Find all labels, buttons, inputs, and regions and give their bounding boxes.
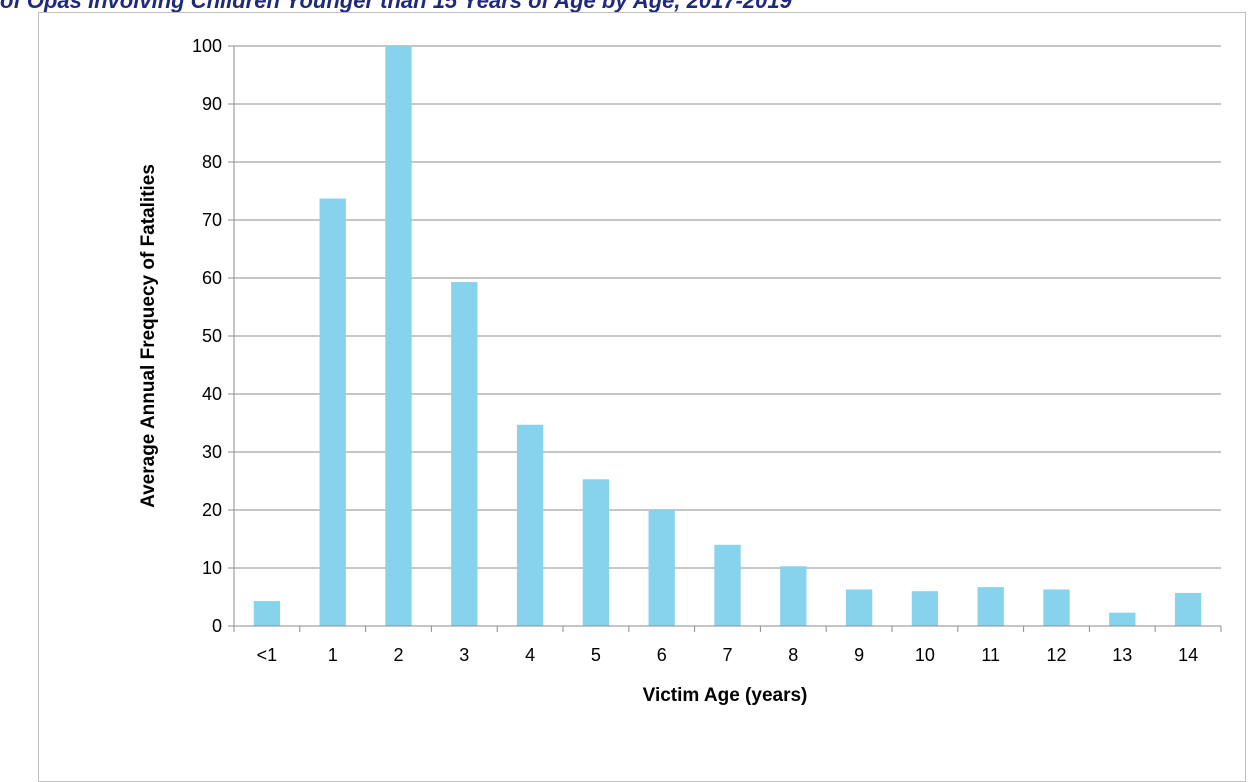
x-tick-label: 5 xyxy=(591,645,601,665)
x-tick-label: 13 xyxy=(1112,645,1132,665)
x-tick-label: 4 xyxy=(525,645,535,665)
x-tick-label: 1 xyxy=(328,645,338,665)
bar-8 xyxy=(780,566,807,626)
x-tick-labels: <1 1 2 3 4 5 6 7 8 9 10 11 12 13 14 xyxy=(257,645,1198,665)
x-tick-label: 10 xyxy=(915,645,935,665)
y-tick-label: 80 xyxy=(202,152,222,172)
x-tick-label: 6 xyxy=(657,645,667,665)
bar-3 xyxy=(451,282,478,626)
x-axis-title: Victim Age (years) xyxy=(643,685,808,706)
y-tick-label: 60 xyxy=(202,268,222,288)
bar-lt1 xyxy=(253,601,281,626)
x-tick-label: 12 xyxy=(1046,645,1066,665)
y-tick-labels: 0 10 20 30 40 50 60 70 80 90 100 xyxy=(192,36,222,636)
y-tick-label: 0 xyxy=(212,616,222,636)
x-tick-label: <1 xyxy=(257,645,278,665)
x-tick-label: 8 xyxy=(788,645,798,665)
x-tick-label: 11 xyxy=(981,645,1000,665)
x-tick-label: 3 xyxy=(459,645,469,665)
y-axis-title: Average Annual Frequecy of Fatalities xyxy=(138,164,159,508)
y-tick-label: 70 xyxy=(202,210,222,230)
bar-10 xyxy=(911,591,939,626)
bar-2 xyxy=(385,46,412,626)
bar-11 xyxy=(977,587,1004,626)
bar-14 xyxy=(1174,592,1202,626)
bar-4 xyxy=(516,424,544,626)
chart-title: of Opas Involving Children Younger than … xyxy=(0,0,792,13)
y-tick-label: 100 xyxy=(192,36,222,56)
axes xyxy=(233,46,1222,632)
gridlines xyxy=(228,45,1221,627)
y-tick-label: 40 xyxy=(202,384,222,404)
bar-9 xyxy=(845,589,873,626)
y-tick-label: 20 xyxy=(202,500,222,520)
x-tick-label: 14 xyxy=(1178,645,1198,665)
bar-5 xyxy=(582,479,610,626)
bar-6 xyxy=(648,510,675,626)
x-tick-label: 9 xyxy=(854,645,864,665)
bar-7 xyxy=(714,544,741,626)
x-tick-label: 7 xyxy=(722,645,732,665)
y-tick-label: 30 xyxy=(202,442,222,462)
bar-13 xyxy=(1109,612,1136,626)
bar-12 xyxy=(1043,589,1070,626)
y-tick-label: 90 xyxy=(202,94,222,114)
y-tick-label: 50 xyxy=(202,326,222,346)
bars xyxy=(253,46,1202,627)
x-tick-label: 2 xyxy=(393,645,403,665)
y-tick-label: 10 xyxy=(202,558,222,578)
bar-1 xyxy=(319,198,346,627)
